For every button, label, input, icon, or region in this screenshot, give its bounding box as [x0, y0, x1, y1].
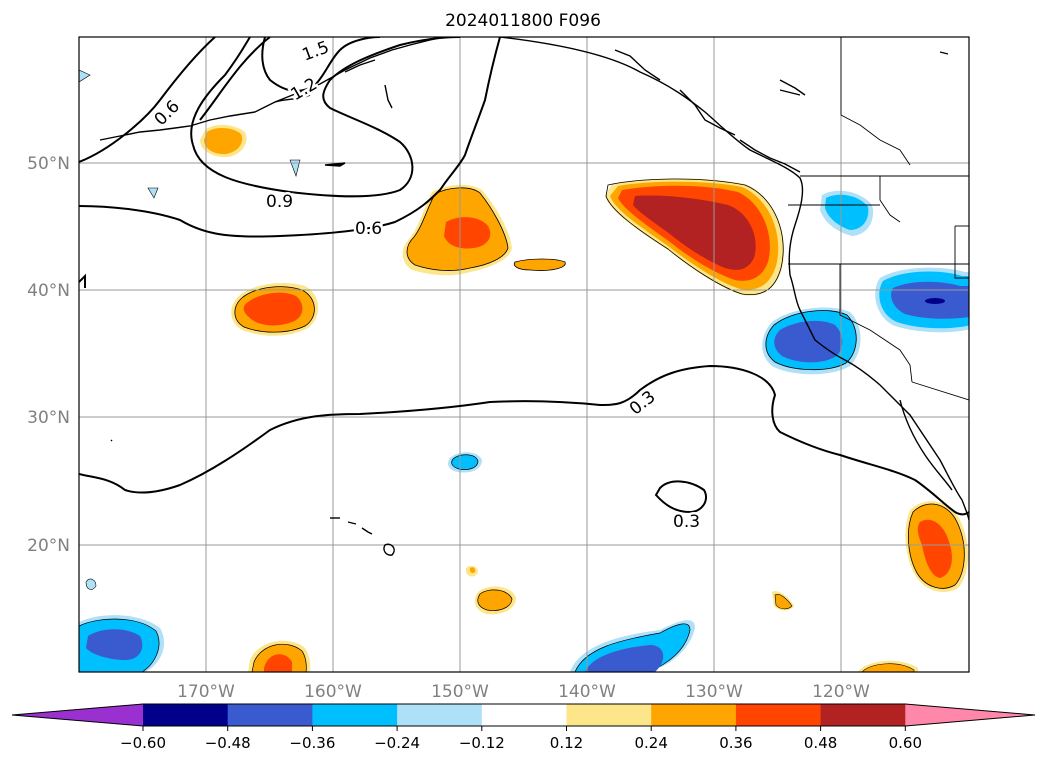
colorbar-segment — [312, 704, 398, 726]
contour-label-09: 0.9 — [266, 192, 293, 212]
anomaly-blob-baja — [905, 501, 969, 592]
map-title: 2024011800 F096 — [445, 11, 601, 31]
colorbar-segment — [651, 704, 737, 726]
contour-label-03-small: 0.3 — [673, 512, 700, 532]
anomaly-blob-south-small — [466, 565, 794, 615]
lon-labels: 170°W 160°W 150°W 140°W 130°W 120°W — [177, 682, 870, 702]
lat-labels: 50°N 40°N 30°N 20°N — [27, 154, 70, 556]
colorbar-segment — [143, 704, 229, 726]
colorbar-tick-label: 0.60 — [889, 734, 922, 752]
anomaly-blob-bottom-140w — [570, 620, 695, 672]
contour-label-06-mid: 0.6 — [355, 219, 382, 239]
political-borders — [788, 37, 969, 401]
lon-label-160w: 160°W — [304, 682, 362, 702]
lon-label-150w: 150°W — [431, 682, 489, 702]
anomaly-blob-hawaii-north — [448, 452, 482, 473]
graticule — [79, 37, 969, 672]
colorbar-tick-label: −0.12 — [459, 734, 505, 752]
anomaly-blob-bottom-left — [79, 578, 165, 672]
lon-label-140w: 140°W — [558, 682, 616, 702]
colorbar-segment — [481, 704, 567, 726]
colorbar-tick-label: −0.24 — [374, 734, 420, 752]
anomaly-blob-idaho — [820, 190, 874, 236]
colorbar-arrow-left — [12, 704, 143, 726]
contours — [79, 37, 969, 516]
colorbar-segment — [397, 704, 483, 726]
colorbar-tick-label: −0.48 — [205, 734, 251, 752]
colorbar-tick-label: −0.36 — [289, 734, 335, 752]
anomaly-blob-pnw — [605, 178, 785, 296]
colorbar-segment — [227, 704, 313, 726]
lat-label-50n: 50°N — [27, 154, 70, 174]
colorbar-segment — [735, 704, 822, 726]
lon-label-120w: 120°W — [812, 682, 870, 702]
anomaly-blob-aleutian — [200, 124, 247, 158]
anomaly-blob-bottom-120w — [858, 660, 918, 672]
lat-label-20n: 20°N — [27, 536, 70, 556]
colorbar-segment — [566, 704, 652, 726]
anomaly-blob-calif — [762, 307, 861, 375]
anomaly-blob-150w — [402, 184, 566, 276]
lon-label-130w: 130°W — [685, 682, 743, 702]
colorbar-arrow-right — [905, 704, 1035, 726]
coastlines — [99, 37, 969, 556]
colorbar-tick-label: 0.48 — [804, 734, 837, 752]
map-frame — [78, 36, 970, 673]
anomaly-blob-great-basin — [875, 267, 969, 333]
lon-label-170w: 170°W — [177, 682, 235, 702]
lat-label-40n: 40°N — [27, 281, 70, 301]
lat-label-30n: 30°N — [27, 408, 70, 428]
anomaly-blob-165w — [231, 283, 319, 336]
colorbar-tick-label: 0.24 — [634, 734, 667, 752]
colorbar-tick-label: 0.36 — [719, 734, 752, 752]
anomaly-specks — [79, 69, 301, 199]
colorbar-tick-label: 0.12 — [550, 734, 583, 752]
colorbar-segment — [820, 704, 906, 726]
colorbar-tick-label: −0.60 — [120, 734, 166, 752]
anomaly-blob-bottom-165w — [248, 640, 311, 672]
colorbar: −0.60 −0.48 −0.36 −0.24 −0.12 0.12 0.24 0.36 0.4… — [11, 703, 1036, 752]
